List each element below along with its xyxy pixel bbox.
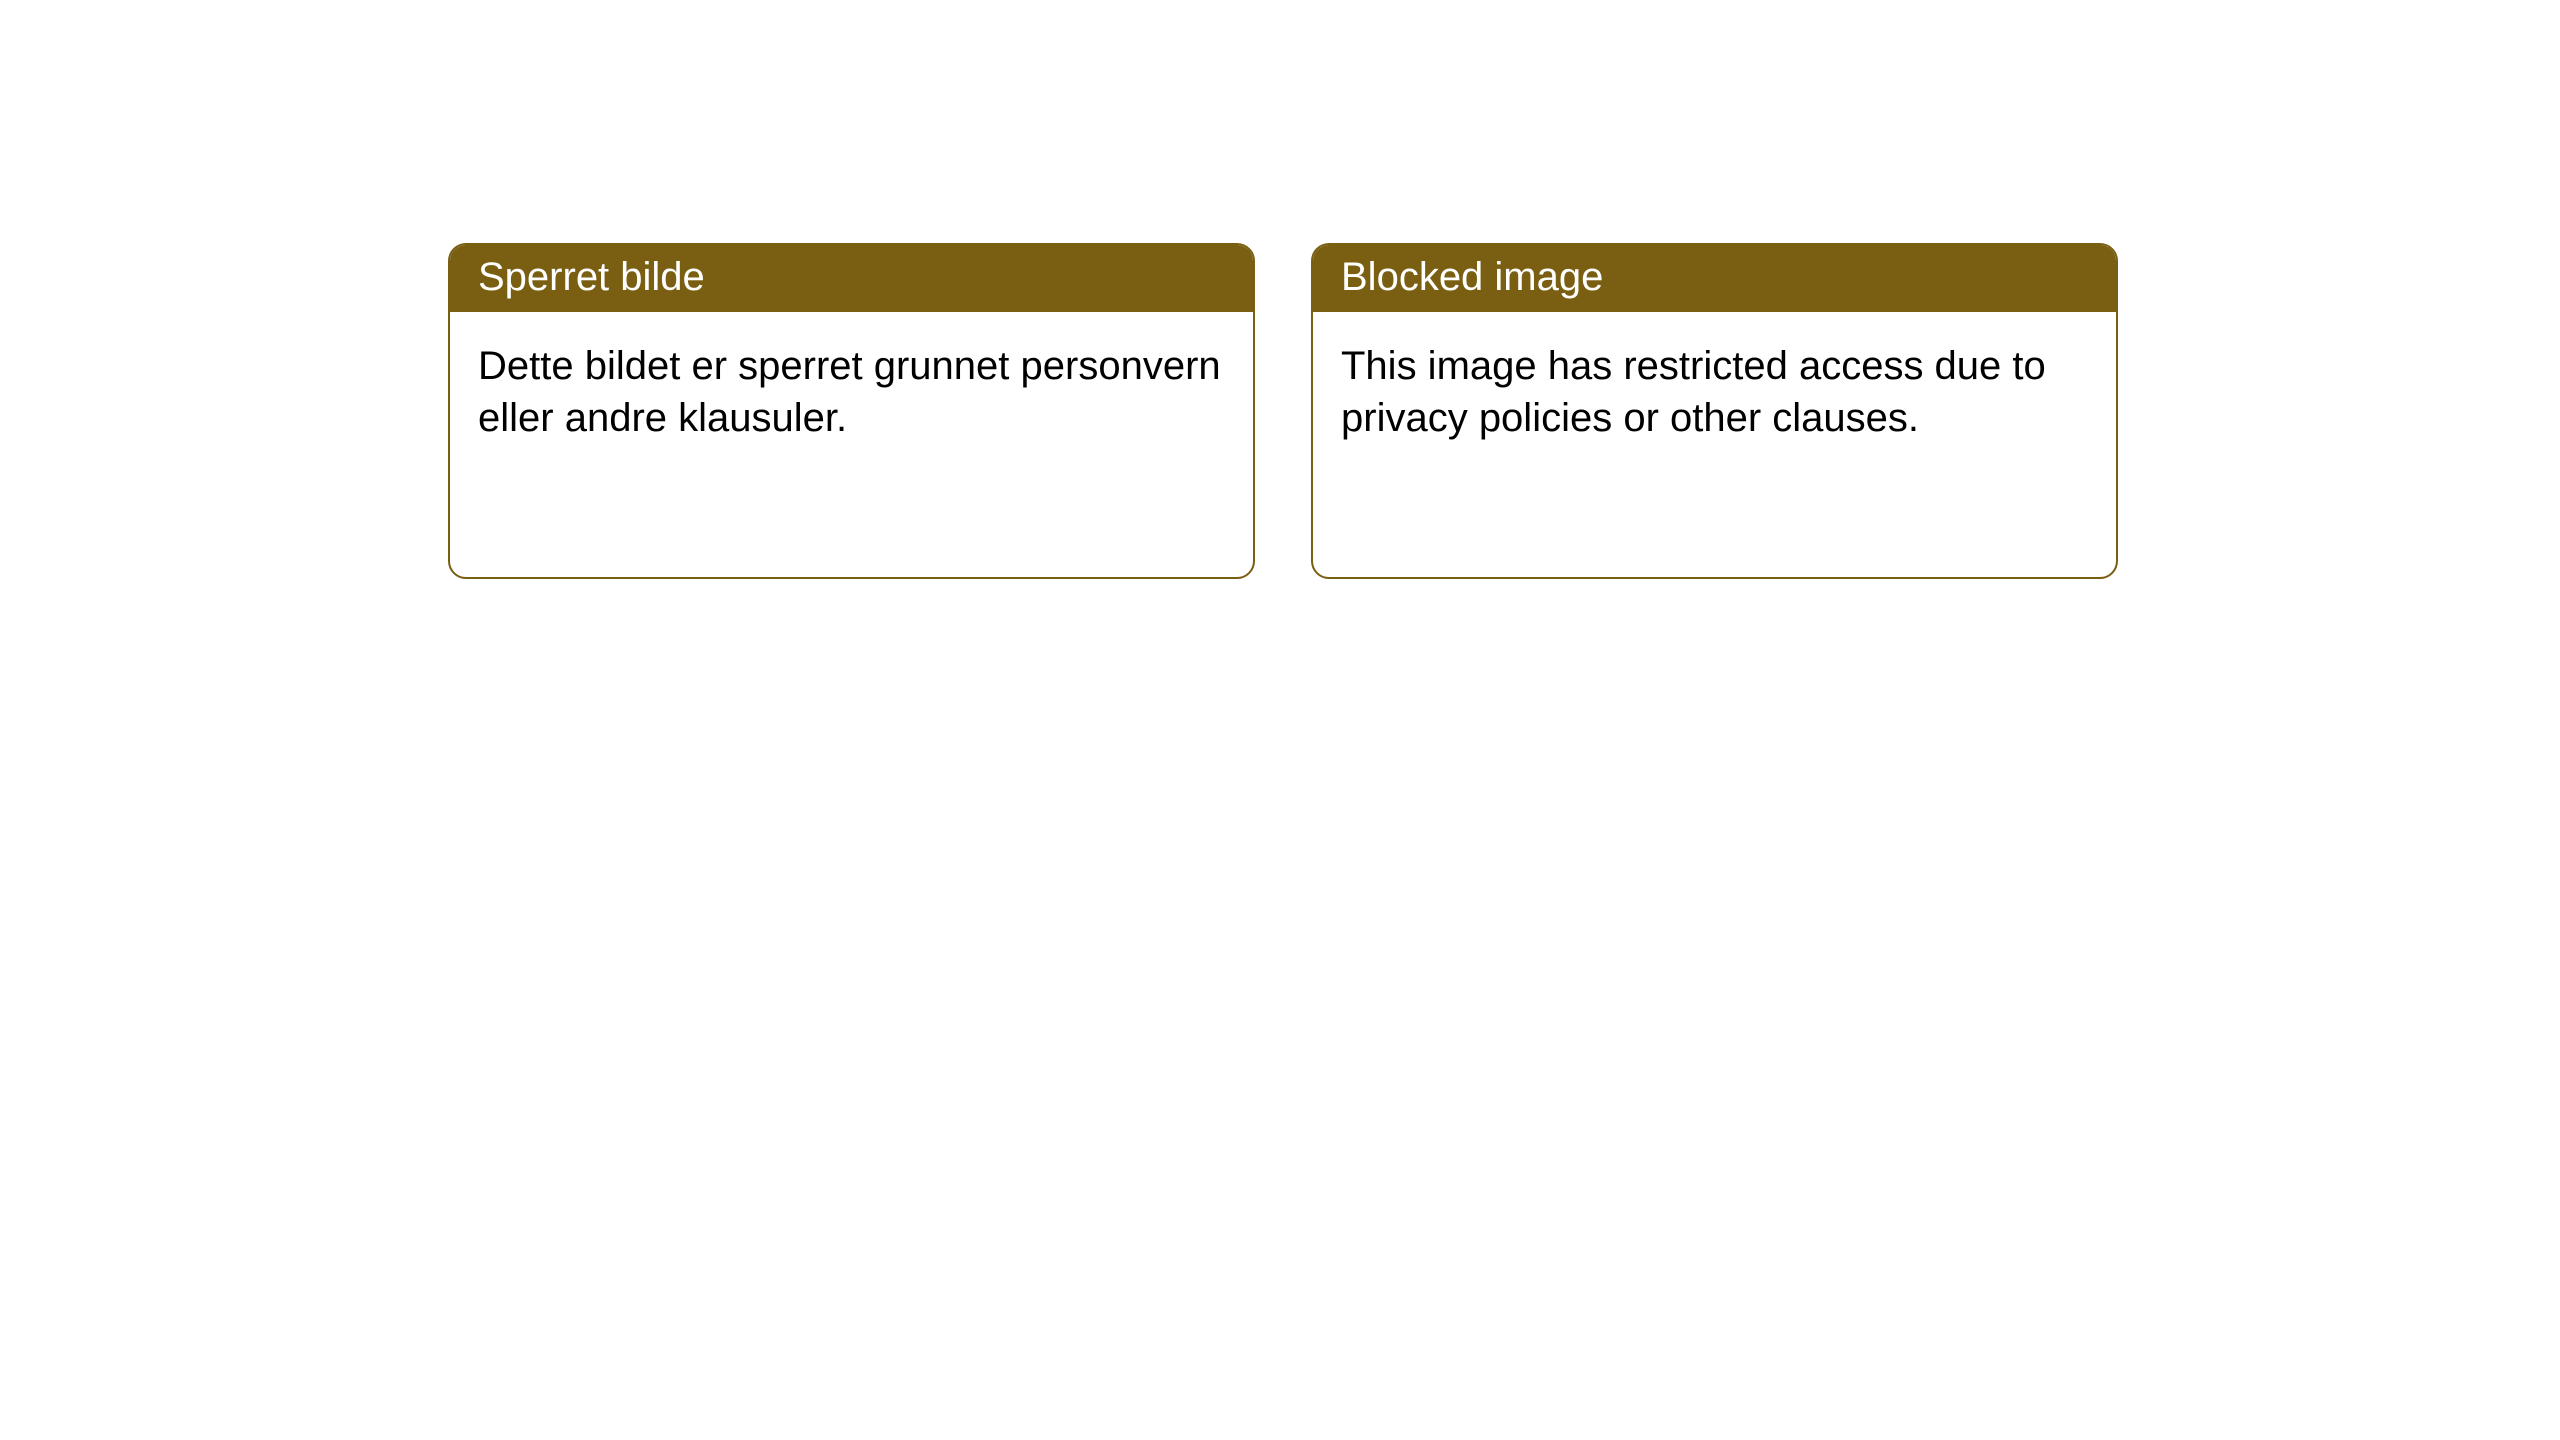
card-header: Blocked image — [1313, 245, 2116, 312]
card-body: This image has restricted access due to … — [1313, 312, 2116, 472]
card-body: Dette bildet er sperret grunnet personve… — [450, 312, 1253, 472]
notice-card-english: Blocked image This image has restricted … — [1311, 243, 2118, 579]
card-header: Sperret bilde — [450, 245, 1253, 312]
notice-card-norwegian: Sperret bilde Dette bildet er sperret gr… — [448, 243, 1255, 579]
notice-container: Sperret bilde Dette bildet er sperret gr… — [0, 0, 2560, 579]
